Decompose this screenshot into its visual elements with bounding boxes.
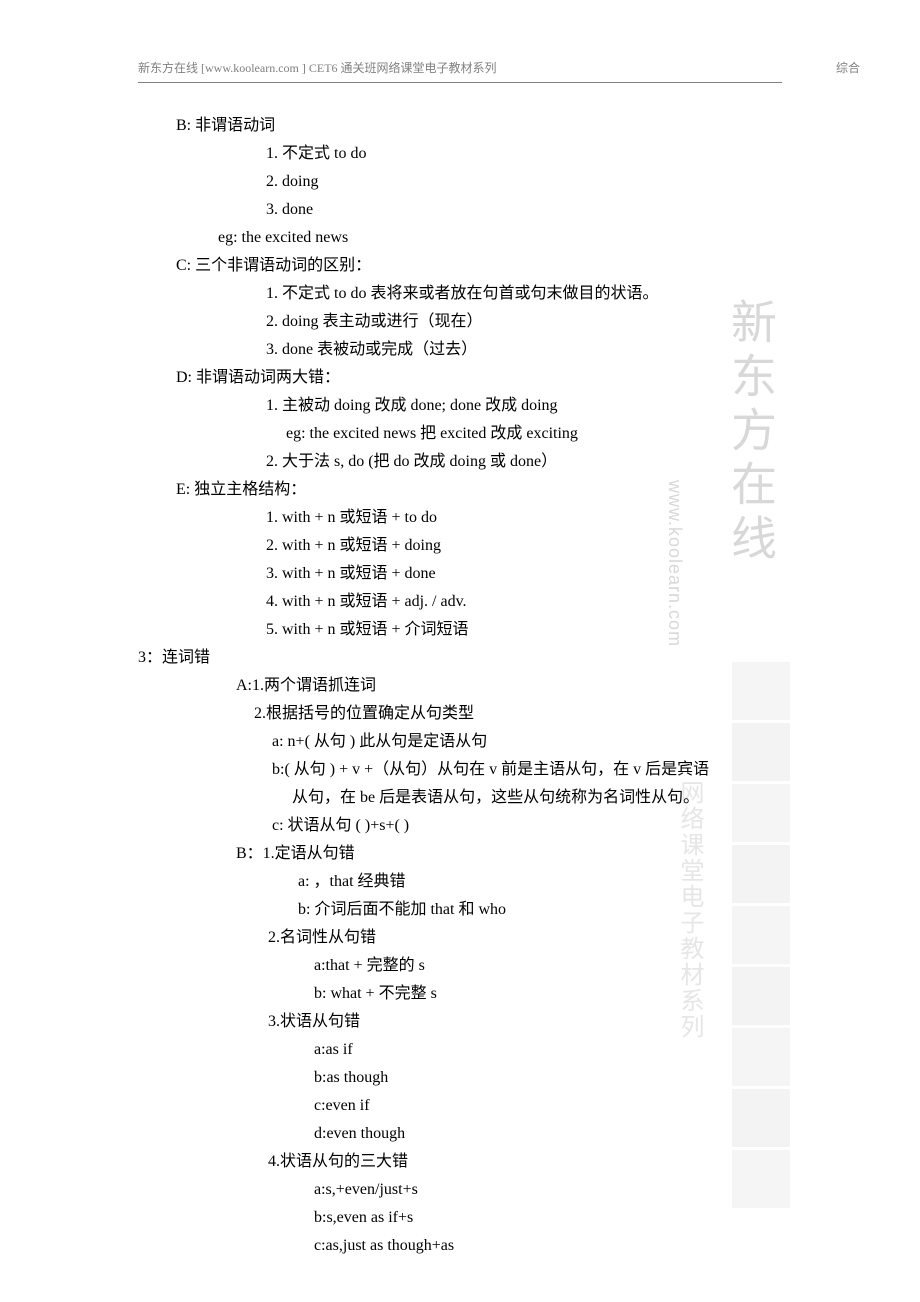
outline-item: a: ，that 经典错 [138,868,782,896]
header-right: 综合 [836,58,860,79]
outline-item: b:s,even as if+s [138,1204,782,1232]
outline-item: 5. with + n 或短语 + 介词短语 [138,616,782,644]
outline-item: 1. 不定式 to do 表将来或者放在句首或句末做目的状语。 [138,280,782,308]
outline-item: 1. with + n 或短语 + to do [138,504,782,532]
header-divider [138,82,782,83]
outline-item: 2. with + n 或短语 + doing [138,532,782,560]
outline-item: a:s,+even/just+s [138,1176,782,1204]
outline-item: 2. 大于法 s, do (把 do 改成 doing 或 done） [138,448,782,476]
outline-item: b: what + 不完整 s [138,980,782,1008]
outline-item: b:as though [138,1064,782,1092]
outline-item: 3. with + n 或短语 + done [138,560,782,588]
outline-item: B：1.定语从句错 [138,840,782,868]
outline-item: c:even if [138,1092,782,1120]
outline-item: 4. with + n 或短语 + adj. / adv. [138,588,782,616]
outline-item: D: 非谓语动词两大错： [138,364,782,392]
outline-item: 2. doing [138,168,782,196]
outline-item: a: n+( 从句 ) 此从句是定语从句 [138,728,782,756]
outline-item: a:as if [138,1036,782,1064]
outline-item: 4.状语从句的三大错 [138,1148,782,1176]
header-left: 新东方在线 [www.koolearn.com ] CET6 通关班网络课堂电子… [138,58,497,79]
outline-item: a:that + 完整的 s [138,952,782,980]
outline-item: c: 状语从句 ( )+s+( ) [138,812,782,840]
outline-item: B: 非谓语动词 [138,112,782,140]
outline-item: 3：连词错 [138,644,782,672]
outline-item: 2.根据括号的位置确定从句类型 [138,700,782,728]
outline-item: 2. doing 表主动或进行（现在） [138,308,782,336]
outline-item: d:even though [138,1120,782,1148]
outline-item: A:1.两个谓语抓连词 [138,672,782,700]
document-body: B: 非谓语动词 1. 不定式 to do 2. doing 3. done e… [138,112,782,1260]
outline-item: 1. 不定式 to do [138,140,782,168]
page-header: 新东方在线 [www.koolearn.com ] CET6 通关班网络课堂电子… [138,58,860,79]
outline-item: b:( 从句 ) + v +（从句）从句在 v 前是主语从句，在 v 后是宾语 [138,756,782,784]
outline-item: eg: the excited news [138,224,782,252]
outline-item: 2.名词性从句错 [138,924,782,952]
outline-item: C: 三个非谓语动词的区别： [138,252,782,280]
outline-item: b: 介词后面不能加 that 和 who [138,896,782,924]
outline-item: 3. done [138,196,782,224]
outline-item: 1. 主被动 doing 改成 done; done 改成 doing [138,392,782,420]
outline-item: 3. done 表被动或完成（过去） [138,336,782,364]
outline-item: 从句，在 be 后是表语从句，这些从句统称为名词性从句。 [138,784,782,812]
outline-item: E: 独立主格结构： [138,476,782,504]
outline-item: eg: the excited news 把 excited 改成 exciti… [138,420,782,448]
outline-item: 3.状语从句错 [138,1008,782,1036]
outline-item: c:as,just as though+as [138,1232,782,1260]
